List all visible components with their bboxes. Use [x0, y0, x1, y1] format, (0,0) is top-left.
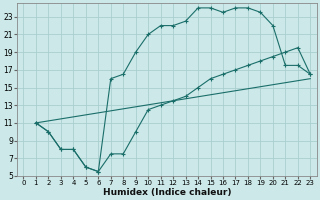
X-axis label: Humidex (Indice chaleur): Humidex (Indice chaleur) — [103, 188, 231, 197]
